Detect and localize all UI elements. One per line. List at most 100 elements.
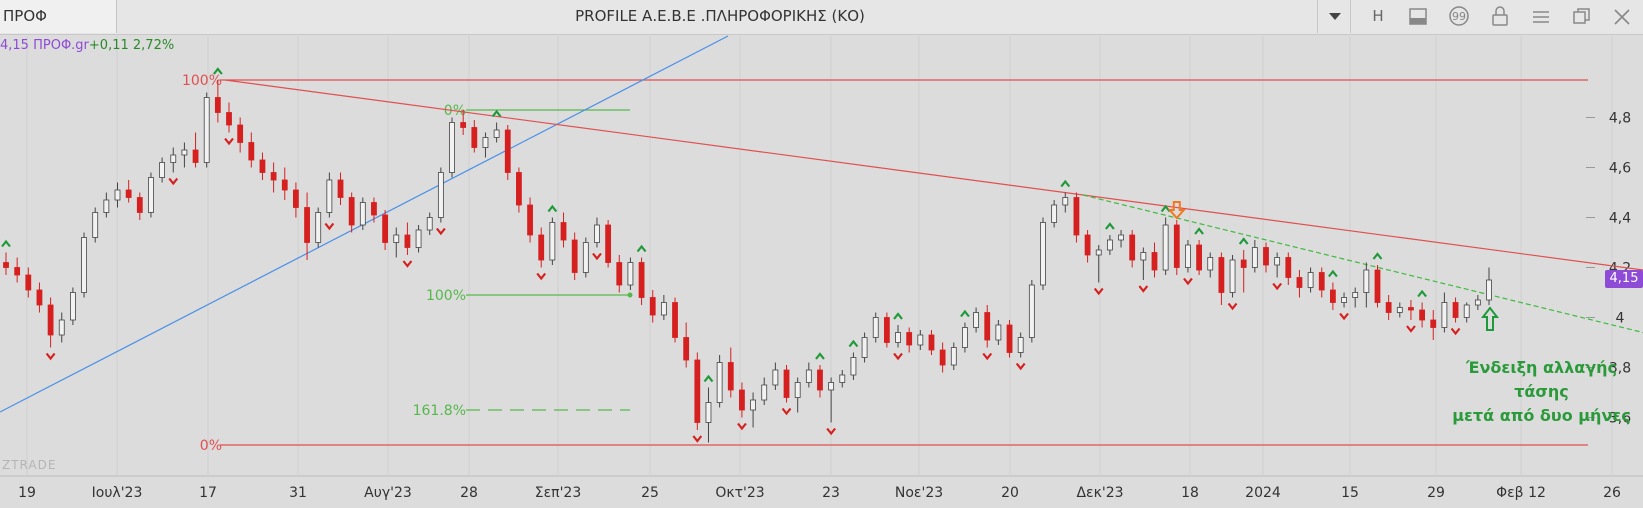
candle-body xyxy=(58,319,65,336)
candle-body xyxy=(504,129,511,173)
quote-header: 4,15 ΠΡΟΦ.gr+0,11 2,72% xyxy=(0,38,174,53)
candle-body xyxy=(237,124,244,143)
x-tick-label: Ιουλ'23 xyxy=(92,485,143,501)
candle-body xyxy=(81,237,87,293)
annotation-line-2: μετά από δυο μήνες xyxy=(1452,406,1631,425)
candle-body xyxy=(14,267,21,276)
fractal-low-marker xyxy=(224,137,234,146)
candle-body xyxy=(1028,284,1035,338)
candle-body xyxy=(3,262,9,268)
candle-body xyxy=(605,224,612,263)
lock-icon[interactable] xyxy=(1482,0,1518,33)
candle-body xyxy=(616,262,623,286)
candle-body xyxy=(861,337,868,358)
candle-body xyxy=(70,292,76,321)
h-button[interactable]: H xyxy=(1372,7,1384,25)
fractal-low-marker xyxy=(692,435,703,443)
candle-body xyxy=(148,177,154,213)
candle-body xyxy=(1486,279,1492,301)
fractal-high-marker xyxy=(815,352,825,360)
symbol-field[interactable]: ΠΡΟΦ xyxy=(0,0,117,33)
fractal-low-marker xyxy=(1450,327,1461,336)
fractal-low-marker xyxy=(45,352,56,361)
candle-body xyxy=(393,234,400,243)
x-tick-label: Οκτ'23 xyxy=(715,485,764,501)
chevron-down-icon xyxy=(1329,13,1341,20)
candle-body xyxy=(649,297,656,316)
candle-body xyxy=(1474,299,1481,306)
annotation-line-1: Ένδειξη αλλαγής τάσης xyxy=(1466,358,1617,401)
candle-body xyxy=(1084,234,1091,256)
quote-name: ΠΡΟΦ.gr xyxy=(33,38,89,53)
close-icon[interactable] xyxy=(1604,0,1640,33)
quote-change-pct: 2,72% xyxy=(132,38,175,53)
x-tick-label: 23 xyxy=(822,485,840,501)
y-tick-label: 4,4 xyxy=(1609,211,1631,227)
fractal-high-marker xyxy=(960,309,970,318)
fractal-high-marker xyxy=(491,109,502,118)
fractal-low-marker xyxy=(536,272,547,281)
svg-text:99: 99 xyxy=(1452,10,1466,23)
x-tick-label: Αυγ'23 xyxy=(364,485,412,501)
candle-body xyxy=(415,229,422,248)
candle-body xyxy=(794,382,801,398)
fractal-low-marker xyxy=(324,222,335,231)
candle-body xyxy=(984,312,991,341)
candle-body xyxy=(1006,324,1013,353)
candle-body xyxy=(404,234,411,248)
candle-body xyxy=(906,332,913,346)
fractal-low-marker xyxy=(168,177,179,186)
candle-body xyxy=(828,382,835,391)
candle-body xyxy=(36,289,43,306)
candle-body xyxy=(304,207,310,243)
candle-body xyxy=(1196,244,1202,271)
window-icon[interactable] xyxy=(1400,0,1436,33)
quote-icon[interactable]: 99 xyxy=(1441,0,1477,33)
restore-icon[interactable] xyxy=(1564,0,1600,33)
menu-icon[interactable] xyxy=(1523,0,1559,33)
candle-body xyxy=(1341,297,1347,303)
dropdown-button[interactable] xyxy=(1317,0,1351,33)
fractal-low-marker xyxy=(402,260,413,268)
candle-body xyxy=(449,122,455,173)
candle-body xyxy=(270,172,277,181)
fib-green-label: 161.8% xyxy=(413,403,466,419)
candle-body xyxy=(125,189,132,198)
x-tick-label: Δεκ'23 xyxy=(1076,485,1123,501)
candle-body xyxy=(1408,307,1414,311)
fractal-high-marker xyxy=(636,244,647,253)
candle-body xyxy=(315,212,322,243)
candle-body xyxy=(571,239,578,273)
candle-body xyxy=(761,384,768,401)
fractal-high-marker xyxy=(703,374,714,383)
candle-body xyxy=(371,202,377,216)
candle-body xyxy=(872,317,879,338)
x-tick-label: Φεβ 12 xyxy=(1496,485,1546,501)
fractal-high-marker xyxy=(1328,269,1338,278)
candle-body xyxy=(995,324,1002,341)
orange-down-arrow xyxy=(1167,201,1186,220)
candle-body xyxy=(1263,247,1269,266)
candle-body xyxy=(638,262,645,298)
fractal-low-marker xyxy=(1015,362,1026,371)
fractal-high-marker xyxy=(848,339,859,348)
fractal-low-marker xyxy=(1093,287,1104,296)
candle-body xyxy=(1129,234,1136,261)
fractal-low-marker xyxy=(436,227,446,236)
x-tick-label: Σεπ'23 xyxy=(535,485,582,501)
candle-body xyxy=(582,242,589,273)
candle-body xyxy=(839,374,846,383)
candle-body xyxy=(1396,307,1403,313)
candle-body xyxy=(426,217,433,231)
x-tick-label: 29 xyxy=(1427,485,1445,501)
candle-body xyxy=(1185,244,1191,268)
candle-body xyxy=(1118,234,1124,241)
candle-body xyxy=(1452,302,1459,318)
candle-body xyxy=(1441,302,1448,328)
fractal-low-marker xyxy=(1138,285,1149,293)
y-tick-label: 4,8 xyxy=(1609,111,1631,127)
candle-body xyxy=(939,349,946,366)
y-tick-label: 4,6 xyxy=(1609,161,1631,177)
fractal-high-marker xyxy=(1,239,11,248)
